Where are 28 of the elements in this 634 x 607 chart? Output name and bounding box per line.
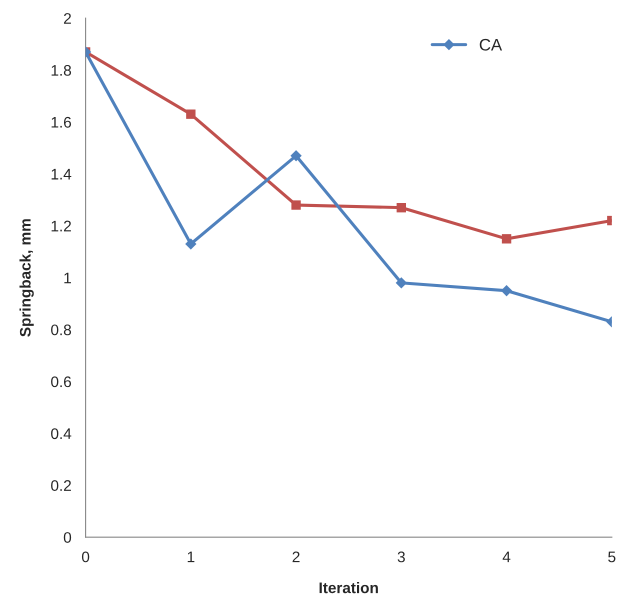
point (396, 277, 407, 288)
y-tick-label: 1.4 (52, 168, 72, 180)
y-tick-label: 1.6 (52, 116, 72, 128)
y-tick-label: 1 (64, 272, 71, 284)
x-tick-label: 4 (502, 552, 510, 562)
y-tick-label: 0 (64, 532, 72, 543)
point (291, 200, 301, 210)
x-tick-label: 3 (398, 551, 405, 562)
y-tick-label: 0.8 (51, 324, 72, 336)
x-tick-label: 5 (608, 552, 616, 562)
point (290, 150, 302, 162)
y-tick-label: 1.8 (52, 64, 72, 76)
y-tick-label: 0.6 (51, 376, 72, 388)
y-tick-label: 1.2 (52, 220, 71, 232)
point (502, 234, 512, 244)
point (501, 285, 512, 296)
point (396, 202, 406, 212)
x-tick-label: 2 (292, 551, 300, 562)
x-tick-label: 0 (82, 551, 90, 562)
y-tick-label: 2 (64, 13, 71, 24)
x-axis-title: Iteration (320, 582, 378, 594)
x-tick-label: 1 (188, 552, 194, 562)
y-tick-label: 0.2 (51, 480, 71, 491)
y-tick-label: 0.4 (51, 428, 72, 440)
point (185, 238, 196, 250)
legend-label: CA (480, 38, 502, 51)
point (186, 110, 196, 119)
y-axis-title: Springback, mm (19, 219, 34, 337)
